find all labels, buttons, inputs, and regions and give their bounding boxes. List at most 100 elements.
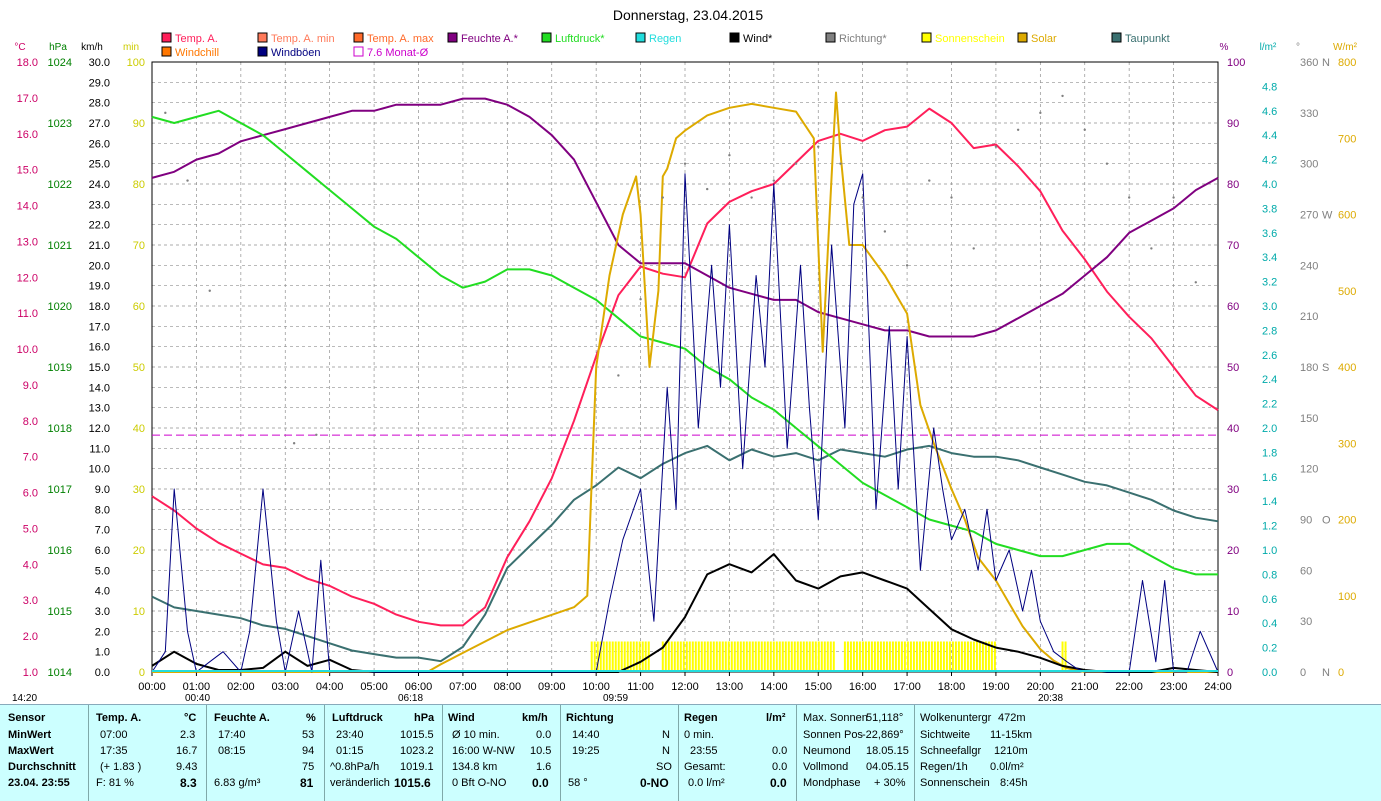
y-tick-label-wind: 2.0 (95, 626, 110, 638)
press-header: Luftdruck (332, 712, 383, 724)
legend-label: Regen (649, 33, 681, 45)
y-tick-label-rain: 1.6 (1262, 472, 1277, 484)
direction-point (928, 179, 931, 182)
direction-point (706, 187, 709, 191)
fullmoon-label: Vollmond (803, 761, 849, 773)
visibility-value: 11-15km (990, 729, 1032, 741)
row-label: Durchschnitt (8, 761, 76, 773)
y-tick-label-press: 1016 (48, 545, 72, 557)
snowline-value: 1210m (994, 745, 1028, 757)
dir-value-3: SO (656, 761, 672, 773)
legend-swatch (257, 32, 268, 43)
direction-point (861, 196, 864, 199)
y-tick-label-rain: 0.2 (1262, 643, 1277, 655)
compass-label: O (1322, 515, 1331, 527)
y-tick-label-rain: 3.6 (1262, 228, 1277, 240)
legend-label: Sonnenschein (935, 33, 1005, 45)
y-tick-label-hum: 20 (1227, 545, 1239, 557)
y-tick-label-rain: 3.2 (1262, 277, 1277, 289)
temp-avg-delta: (+ 1.83 ) (100, 761, 142, 773)
rain-rate: 0.0 l/m² (688, 777, 725, 789)
temp-min-value: 2.3 (180, 729, 196, 741)
y-tick-label-temp: 11.0 (17, 308, 38, 320)
series-line (152, 91, 1218, 673)
chart-title: Donnerstag, 23.04.2015 (613, 7, 763, 23)
y-tick-label-solar: 200 (1338, 515, 1356, 527)
y-tick-label-temp: 10.0 (17, 344, 38, 356)
press-min-value: 1015.5 (400, 729, 434, 741)
y-tick-label-press: 1017 (48, 484, 72, 496)
x-tick-label: 23:00 (1160, 681, 1188, 693)
y-tick-label-press: 1018 (48, 423, 72, 435)
y-tick-label-rain: 4.4 (1262, 130, 1277, 142)
press-unit: hPa (414, 712, 435, 724)
legend-label: Richtung* (839, 33, 887, 45)
y-tick-label-temp: 16.0 (17, 129, 38, 141)
legend-label: Windböen (271, 47, 321, 59)
legend-label: Taupunkt (1125, 33, 1170, 45)
y-tick-label-dir: 360 (1300, 57, 1318, 69)
legend-label: Solar (1031, 33, 1057, 45)
legend-swatch (541, 32, 552, 43)
y-tick-label-dir: 180 (1300, 362, 1318, 374)
fullmoon-value: 04.05.15 (866, 761, 909, 773)
legend-label: Temp. A. min (271, 33, 335, 45)
y-tick-label-wind: 26.0 (89, 138, 110, 150)
y-tick-label-wind: 22.0 (89, 220, 110, 232)
x-tick-label: 18:00 (938, 681, 966, 693)
cloudbase-value: 472m (998, 712, 1026, 724)
y-tick-label-wind: 20.0 (89, 260, 110, 272)
direction-point (950, 196, 953, 199)
newmoon-value: 18.05.15 (866, 745, 909, 757)
hum-header: Feuchte A. (214, 712, 270, 724)
temp-unit: °C (184, 712, 197, 724)
x-tick-label: 15:00 (804, 681, 832, 693)
y-tick-label-solar: 500 (1338, 286, 1356, 298)
separator (206, 705, 207, 801)
moonphase-value: + 30% (874, 777, 906, 789)
unit-solar: W/m² (1333, 42, 1358, 53)
hum-min-time: 17:40 (218, 729, 246, 741)
y-tick-label-min: 90 (133, 118, 145, 130)
y-tick-label-hum: 80 (1227, 179, 1239, 191)
y-tick-label-dir: 60 (1300, 565, 1312, 577)
direction-point (617, 374, 620, 377)
y-tick-label-rain: 2.6 (1262, 350, 1277, 362)
y-tick-label-solar: 800 (1338, 57, 1356, 69)
y-tick-label-wind: 28.0 (89, 98, 110, 110)
y-tick-label-wind: 24.0 (89, 179, 110, 191)
y-tick-label-press: 1020 (48, 301, 72, 313)
legend-swatch (353, 32, 364, 43)
plot-area (151, 91, 1219, 673)
y-tick-label-hum: 0 (1227, 667, 1233, 679)
rain-max-time: 23:55 (690, 745, 718, 757)
x-tick-label: 07:00 (449, 681, 477, 693)
y-tick-label-wind: 11.0 (89, 443, 110, 455)
axis-units: °C hPa km/h min % l/m² ° W/m² (14, 42, 1357, 53)
row-label: MaxWert (8, 745, 54, 757)
marker-sunrise: 06:18 (398, 693, 423, 704)
y-tick-label-wind: 6.0 (95, 545, 110, 557)
press-max-value: 1023.2 (400, 745, 434, 757)
wind-bft: 0 Bft O-NO (452, 777, 507, 789)
x-tick-label: 17:00 (893, 681, 921, 693)
legend-label: Luftdruck* (555, 33, 605, 45)
y-tick-label-wind: 0.0 (95, 667, 110, 679)
x-tick-label: 14:00 (760, 681, 788, 693)
axes: 00:00 01:00 02:00 03:00 04:00 05:00 06:00 07:00… (17, 57, 1357, 693)
temp-current-hum: F: 81 % (96, 777, 134, 789)
sunshine-bar (843, 641, 996, 672)
direction-point (1039, 111, 1042, 115)
y-tick-label-temp: 8.0 (23, 416, 38, 428)
press-max-time: 01:15 (336, 745, 364, 757)
legend-swatch (825, 32, 836, 43)
direction-point (883, 230, 887, 233)
y-tick-label-press: 1014 (48, 667, 72, 679)
unit-press: hPa (49, 42, 67, 53)
row-label: 23.04. 23:55 (8, 777, 70, 789)
y-tick-label-wind: 30.0 (89, 57, 110, 69)
unit-temp: °C (14, 42, 25, 53)
compass-label: N (1322, 667, 1330, 679)
dir-degrees: 58 ° (568, 777, 588, 789)
dir-header: Richtung (566, 712, 614, 724)
